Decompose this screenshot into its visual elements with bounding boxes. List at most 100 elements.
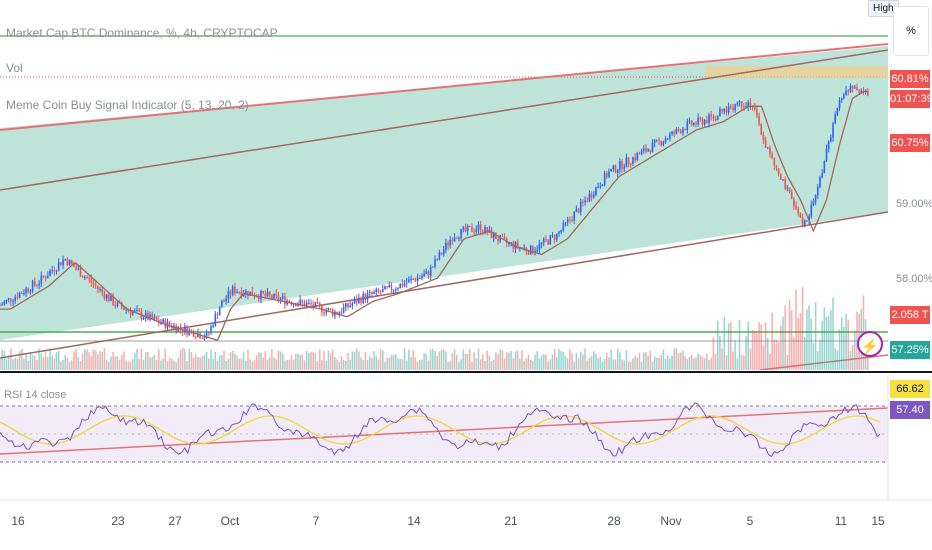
symbol-legend[interactable]: Market Cap BTC Dominance, %, 4h, CRYPTOC…: [6, 26, 278, 40]
volume-bar: [379, 348, 382, 370]
candle-body: [92, 282, 95, 285]
volume-bar: [355, 348, 358, 370]
volume-bar: [645, 352, 647, 370]
candle-body: [410, 278, 412, 280]
candle-body: [708, 114, 710, 123]
volume-bar: [181, 348, 184, 370]
candle-body: [682, 129, 684, 134]
candle-body: [573, 211, 575, 221]
volume-bar: [336, 359, 338, 370]
candle-body: [760, 123, 763, 135]
volume-bar: [20, 349, 23, 370]
volume-bar: [27, 360, 30, 370]
volume-bar: [151, 356, 154, 370]
volume-bar: [616, 348, 619, 370]
volume-bar: [484, 360, 486, 370]
candle-body: [466, 226, 469, 232]
candle-body: [81, 276, 84, 278]
x-tick-label: 28: [607, 514, 621, 528]
candle-body: [484, 227, 486, 233]
volume-bar: [766, 337, 769, 370]
volume-bar: [223, 350, 225, 370]
candle-body: [236, 291, 238, 294]
candle-body: [208, 332, 210, 334]
candle-body: [560, 230, 562, 232]
candle-body: [353, 299, 356, 304]
volume-bar: [29, 352, 32, 370]
candle-body: [527, 251, 530, 255]
volume-bar: [599, 356, 602, 370]
volume-legend[interactable]: Vol: [6, 61, 23, 75]
volume-bar: [625, 350, 628, 370]
volume-bar: [542, 354, 545, 370]
candle-body: [97, 285, 99, 289]
volume-bar: [121, 354, 123, 370]
candle-body: [825, 148, 828, 162]
volume-bar: [175, 361, 177, 370]
candle-body: [769, 147, 771, 154]
volume-bar: [579, 351, 582, 370]
volume-bar: [445, 351, 447, 370]
candle-body: [360, 298, 362, 303]
volume-bar: [221, 355, 223, 370]
indicator-legend[interactable]: Meme Coin Buy Signal Indicator (5, 13, 2…: [6, 98, 249, 112]
candle-body: [673, 131, 676, 134]
candle-body: [260, 290, 262, 300]
candle-body: [523, 247, 525, 249]
candle-body: [342, 307, 345, 313]
candle-body: [151, 314, 154, 319]
volume-bar: [564, 356, 567, 370]
candle-body: [0, 305, 1, 307]
volume-bar: [118, 359, 121, 370]
volume-bar: [490, 361, 493, 370]
volume-bar: [234, 353, 236, 370]
candle-body: [758, 115, 760, 124]
rsi-legend[interactable]: RSI 14 close: [4, 389, 67, 401]
candle-body: [838, 100, 841, 108]
candle-body: [70, 260, 73, 264]
volume-bar: [825, 316, 828, 370]
volume-bar: [110, 356, 112, 370]
candle-body: [762, 134, 765, 141]
lightning-alert-icon[interactable]: ⚡: [857, 331, 883, 357]
volume-bar: [803, 336, 806, 370]
volume-bar: [706, 353, 708, 370]
candle-body: [601, 184, 604, 187]
candle-body: [501, 235, 504, 237]
volume-bar: [18, 351, 21, 370]
candle-body: [764, 140, 767, 148]
volume-bar: [273, 357, 275, 370]
candle-body: [801, 217, 804, 227]
volume-bar: [449, 360, 452, 370]
volume-bar: [171, 358, 173, 370]
volume-bar: [99, 351, 101, 370]
volume-bar: [623, 360, 626, 370]
candle-body: [131, 311, 134, 315]
volume-bar: [362, 359, 365, 370]
candle-body: [497, 239, 499, 241]
volume-bar: [244, 360, 247, 370]
candle-body: [521, 247, 523, 249]
candle-body: [669, 134, 671, 139]
volume-bar: [675, 348, 678, 370]
volume-bar: [736, 358, 739, 370]
candle-body: [329, 308, 332, 310]
candle-body: [405, 282, 408, 284]
volume-bar: [721, 348, 723, 370]
candle-body: [693, 122, 695, 126]
candle-body: [614, 165, 617, 173]
candle-body: [179, 326, 182, 329]
volume-bar: [782, 316, 784, 370]
volume-bar: [190, 352, 193, 370]
candle-body: [125, 309, 127, 311]
percent-scale-button[interactable]: %: [893, 6, 929, 56]
volume-bar: [292, 359, 295, 370]
volume-bar: [771, 312, 773, 370]
candle-body: [821, 172, 823, 178]
x-tick-label: 23: [111, 514, 125, 528]
candle-body: [29, 291, 32, 293]
volume-bar: [382, 350, 384, 370]
volume-bar: [740, 354, 743, 370]
candle-body: [666, 138, 669, 140]
